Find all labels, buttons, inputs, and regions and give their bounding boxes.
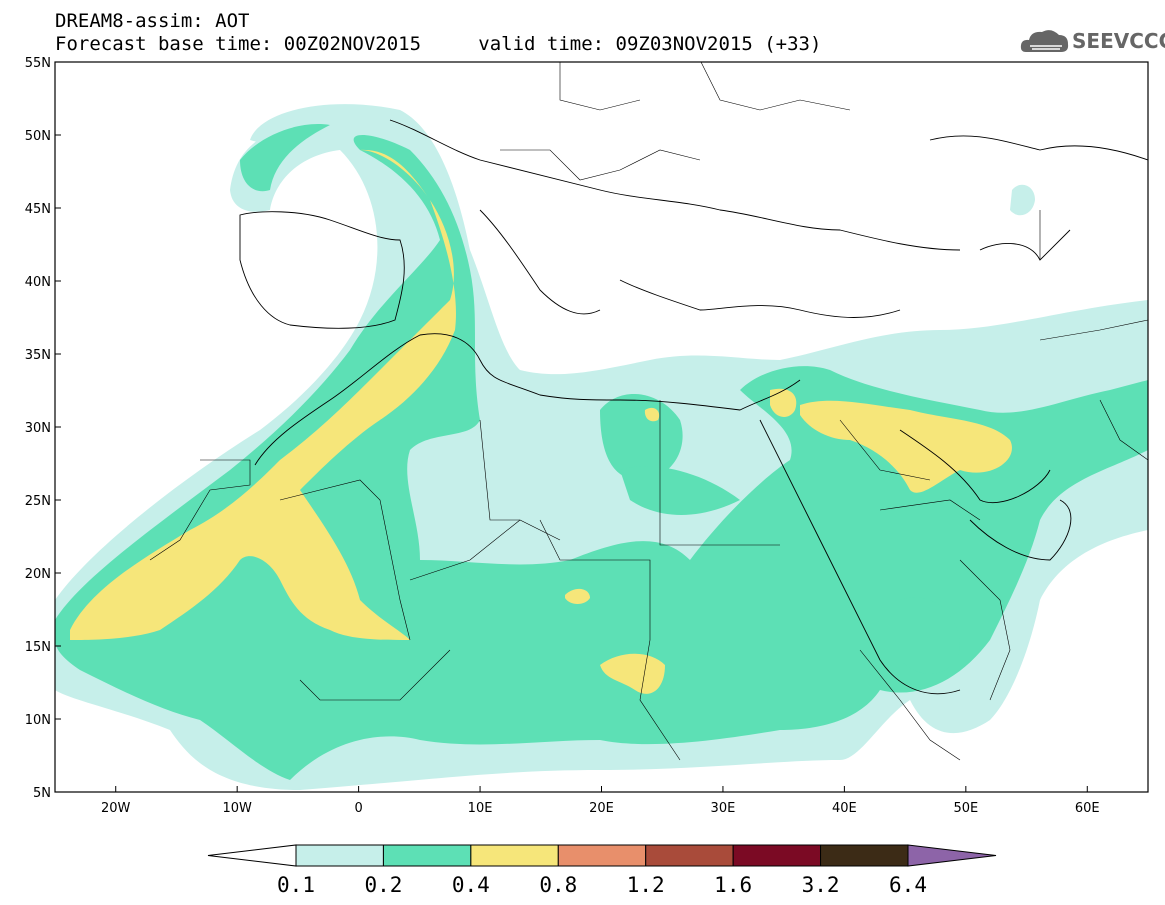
lon-tick-label: 60E — [1075, 801, 1100, 816]
colorbar-swatch — [820, 844, 909, 867]
colorbar-label: 3.2 — [801, 873, 840, 897]
colorbar-label: 0.8 — [539, 873, 578, 897]
lat-tick-label: 5N — [33, 786, 51, 801]
colorbar-label: 0.2 — [364, 873, 403, 897]
lon-axis: 20W 10W 0 10E 20E 30E 40E 50E 60E — [101, 786, 1100, 816]
aot-high-layer — [70, 149, 1012, 694]
lat-tick-label: 50N — [25, 129, 51, 144]
lon-tick-label: 40E — [832, 801, 857, 816]
colorbar-over-triangle — [907, 844, 997, 867]
lat-tick-label: 30N — [25, 421, 51, 436]
lon-tick-label: 20W — [101, 801, 131, 816]
lat-tick-label: 45N — [25, 202, 51, 217]
colorbar-label: 1.2 — [626, 873, 665, 897]
coastlines — [239, 119, 1148, 695]
country-borders — [149, 62, 1148, 761]
lat-tick-label: 10N — [25, 713, 51, 728]
lon-tick-label: 0 — [354, 801, 362, 816]
lon-tick-label: 10W — [222, 801, 252, 816]
lon-tick-label: 10E — [468, 801, 493, 816]
valid-time: valid time: 09Z03NOV2015 (+33) — [478, 33, 822, 55]
colorbar-label: 1.6 — [714, 873, 753, 897]
colorbar-swatch — [470, 844, 559, 867]
colorbar-swatch — [732, 844, 822, 867]
lat-tick-label: 55N — [25, 56, 51, 71]
lat-tick-label: 35N — [25, 348, 51, 363]
colorbar-label: 0.4 — [451, 873, 490, 897]
aot-field — [55, 62, 1148, 792]
lat-tick-label: 40N — [25, 275, 51, 290]
colorbar-swatch — [295, 844, 384, 867]
lat-tick-label: 20N — [25, 567, 51, 582]
logo-text: SEEVCCC — [1072, 29, 1165, 53]
time-info: Forecast base time: 00Z02NOV2015 valid t… — [55, 33, 821, 55]
colorbar-swatch — [645, 844, 734, 867]
lat-tick-label: 15N — [25, 640, 51, 655]
lon-tick-label: 50E — [953, 801, 978, 816]
lat-tick-label: 25N — [25, 494, 51, 509]
lat-axis: 55N 50N 45N 40N 35N 30N 25N 20N 15N 10N 5N — [25, 56, 61, 801]
colorbar-label: 0.1 — [277, 873, 315, 897]
colorbar-under-triangle — [207, 844, 297, 867]
map-title: DREAM8-assim: AOT — [55, 10, 250, 32]
colorbar-label: 6.4 — [889, 873, 927, 897]
colorbar-swatch — [382, 844, 472, 867]
lon-tick-label: 20E — [589, 801, 614, 816]
lon-tick-label: 30E — [711, 801, 736, 816]
forecast-base-time: Forecast base time: 00Z02NOV2015 — [55, 33, 422, 55]
colorbar-swatch — [557, 844, 647, 867]
cloud-logo-icon — [1020, 30, 1069, 52]
colorbar — [207, 844, 997, 867]
